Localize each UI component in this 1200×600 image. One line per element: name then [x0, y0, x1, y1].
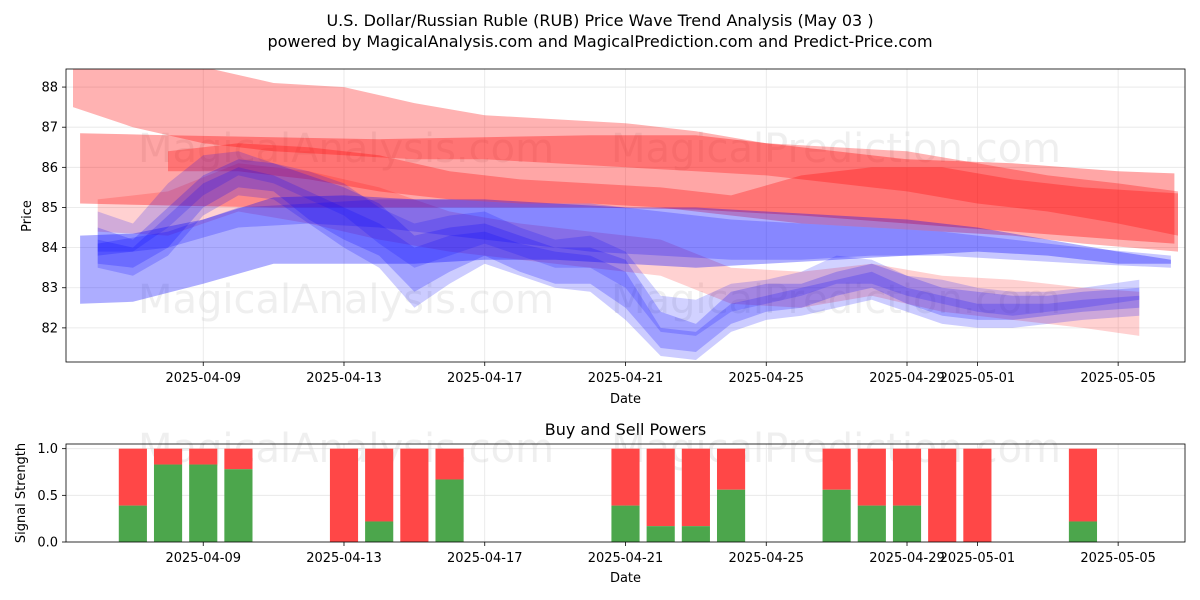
- sell-bar: [435, 448, 464, 480]
- band-blue-long-2: [97, 199, 1171, 268]
- sell-bar: [611, 448, 640, 506]
- price-chart: MagicalAnalysis.com MagicalPrediction.co…: [20, 68, 1186, 407]
- buy-bar: [189, 464, 218, 542]
- signal-x-tick-label: 2025-04-13: [306, 551, 382, 566]
- sell-bar: [224, 448, 253, 470]
- price-chart-grid: [66, 69, 1185, 362]
- signal-y-tick-label: 0.5: [37, 489, 58, 504]
- buy-bar: [822, 489, 851, 542]
- buy-bar: [224, 469, 253, 542]
- price-x-tick-label: 2025-05-01: [940, 371, 1016, 386]
- band-red-mid-1: [168, 143, 1178, 252]
- price-x-axis-label: Date: [610, 392, 641, 407]
- sell-bar: [822, 448, 851, 490]
- sell-bar: [681, 448, 710, 527]
- sell-bar: [329, 448, 359, 542]
- signal-x-tick-label: 2025-04-29: [869, 551, 945, 566]
- band-red-long-1: [73, 69, 1178, 236]
- buy-bar: [153, 464, 183, 542]
- buy-bar: [892, 505, 922, 542]
- signal-x-tick-label: 2025-04-09: [165, 551, 241, 566]
- sell-bar: [892, 448, 922, 506]
- sell-bar: [118, 448, 147, 506]
- signal-x-tick-label: 2025-04-17: [447, 551, 523, 566]
- band-red-short: [97, 163, 1140, 336]
- watermark-magicalanalysis-mid: MagicalAnalysis.com: [138, 277, 554, 323]
- signal-x-tick-label: 2025-05-01: [940, 551, 1016, 566]
- signal-chart-ticks: 0.0 0.5 1.0 2025-04-09 2025-04-13 2025-04-17 2…: [37, 442, 1156, 566]
- sell-bar: [716, 448, 746, 490]
- price-y-tick-label: 83: [41, 281, 58, 296]
- signal-chart-title: Buy and Sell Powers: [545, 420, 707, 439]
- price-y-tick-label: 82: [41, 321, 58, 336]
- price-y-tick-label: 86: [41, 161, 58, 176]
- sell-bar: [400, 448, 429, 542]
- sell-bar: [963, 448, 992, 542]
- buy-bar: [365, 521, 394, 542]
- band-blue-wave-2: [97, 151, 1140, 336]
- signal-x-tick-label: 2025-05-05: [1080, 551, 1156, 566]
- price-x-tick-label: 2025-04-25: [728, 371, 804, 386]
- price-y-tick-label: 87: [41, 121, 58, 136]
- watermark-magicalprediction-mid: MagicalPrediction.com: [611, 277, 1061, 323]
- signal-x-tick-label: 2025-04-25: [728, 551, 804, 566]
- buy-bar: [681, 526, 710, 542]
- figure-title-line1: U.S. Dollar/Russian Ruble (RUB) Price Wa…: [326, 11, 873, 30]
- watermark-magicalanalysis-top: MagicalAnalysis.com: [138, 126, 554, 172]
- buy-bar: [857, 505, 886, 542]
- signal-x-axis-label: Date: [610, 571, 641, 586]
- price-y-tick-label: 84: [41, 241, 58, 256]
- signal-x-tick-label: 2025-04-21: [588, 551, 664, 566]
- price-x-tick-label: 2025-04-09: [165, 371, 241, 386]
- buy-bar: [716, 489, 746, 542]
- sell-bar: [857, 448, 886, 506]
- price-y-axis-label: Price: [20, 200, 35, 232]
- price-x-tick-label: 2025-04-13: [306, 371, 382, 386]
- sell-bar: [153, 448, 183, 465]
- band-red-long-2: [80, 133, 1175, 244]
- price-chart-ticks: 82 83 84 85 86 87 88 2025-04-09 2025-04-13 2025-0…: [41, 81, 1155, 386]
- price-x-tick-label: 2025-04-17: [447, 371, 523, 386]
- sell-bar: [928, 448, 957, 542]
- buy-bar: [611, 505, 640, 542]
- price-bands: [73, 69, 1178, 360]
- buy-bar: [435, 479, 464, 542]
- price-y-tick-label: 88: [41, 81, 58, 96]
- watermark-magicalprediction-top: MagicalPrediction.com: [611, 126, 1061, 172]
- sell-bar: [189, 448, 218, 465]
- signal-y-tick-label: 0.0: [37, 536, 58, 551]
- price-x-tick-label: 2025-04-29: [869, 371, 945, 386]
- buy-bar: [646, 526, 675, 542]
- band-blue-long-1: [80, 195, 1171, 304]
- signal-chart: Buy and Sell Powers MagicalAnalysis.com …: [14, 420, 1186, 586]
- signal-bars: [118, 448, 1098, 542]
- signal-y-tick-label: 1.0: [37, 442, 58, 457]
- sell-bar: [365, 448, 394, 522]
- sell-bar: [646, 448, 675, 527]
- price-x-tick-label: 2025-04-21: [588, 371, 664, 386]
- price-x-tick-label: 2025-05-05: [1080, 371, 1156, 386]
- band-blue-wave-3: [97, 167, 1140, 360]
- signal-y-axis-label: Signal Strength: [14, 443, 29, 543]
- band-blue-wave-1: [97, 159, 1140, 352]
- figure-title-line2: powered by MagicalAnalysis.com and Magic…: [267, 32, 932, 51]
- buy-bar: [1068, 521, 1098, 542]
- price-y-tick-label: 85: [41, 201, 58, 216]
- buy-bar: [118, 505, 147, 542]
- sell-bar: [1068, 448, 1098, 522]
